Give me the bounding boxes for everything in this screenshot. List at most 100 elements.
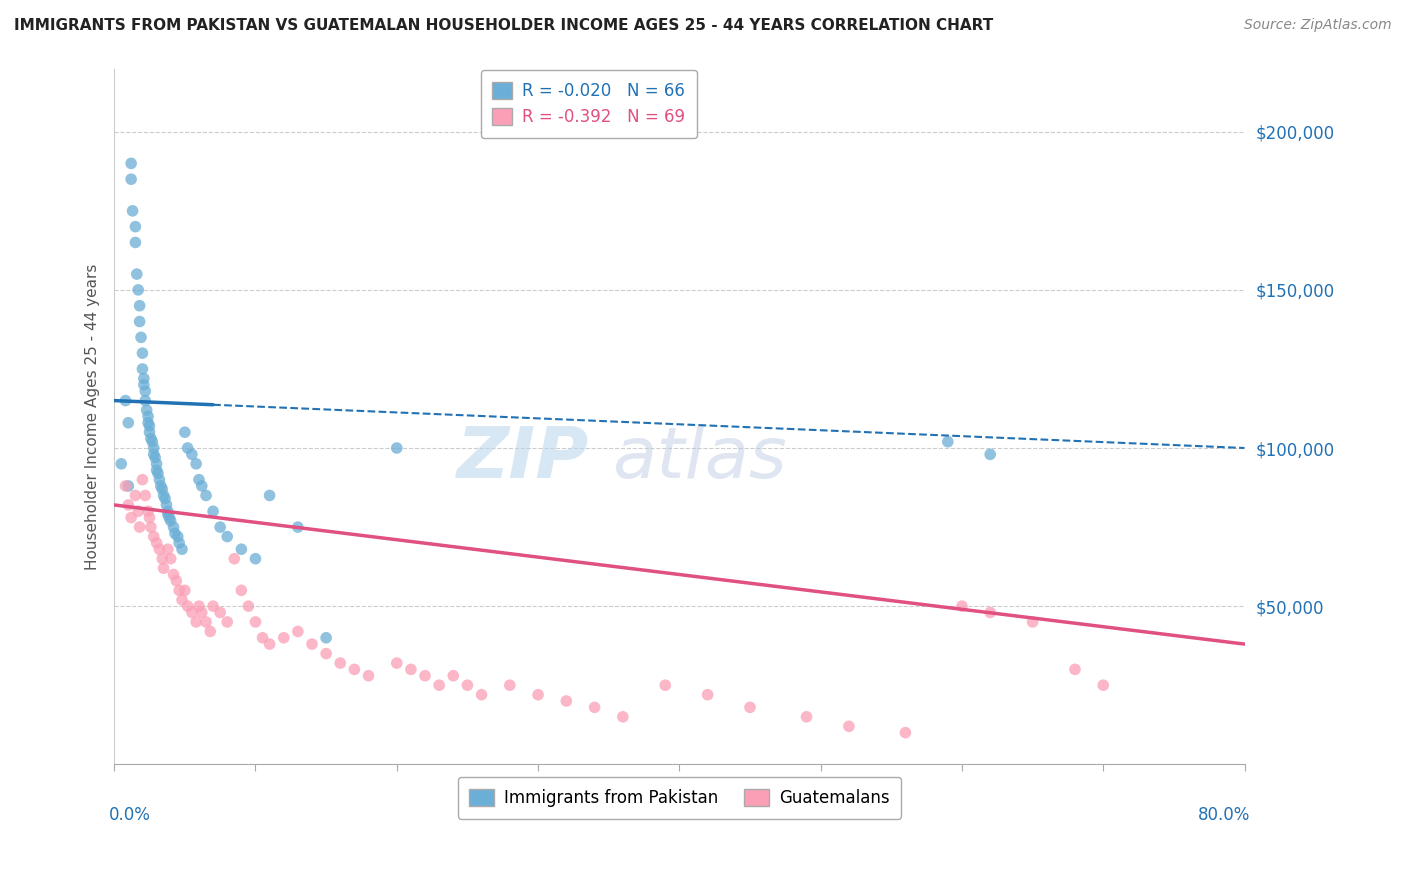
- Point: [124, 488, 146, 502]
- Point: [127, 283, 149, 297]
- Point: [162, 567, 184, 582]
- Point: [128, 520, 150, 534]
- Point: [148, 473, 170, 487]
- Point: [209, 520, 232, 534]
- Point: [654, 678, 676, 692]
- Text: 80.0%: 80.0%: [1198, 806, 1250, 824]
- Point: [170, 542, 193, 557]
- Point: [838, 719, 860, 733]
- Point: [114, 479, 136, 493]
- Point: [696, 688, 718, 702]
- Point: [238, 599, 260, 614]
- Point: [173, 425, 195, 440]
- Point: [176, 599, 198, 614]
- Point: [121, 203, 143, 218]
- Point: [131, 473, 153, 487]
- Point: [173, 583, 195, 598]
- Point: [150, 551, 173, 566]
- Point: [120, 510, 142, 524]
- Point: [148, 542, 170, 557]
- Point: [132, 377, 155, 392]
- Text: 0.0%: 0.0%: [108, 806, 150, 824]
- Text: ZIP: ZIP: [457, 424, 589, 492]
- Point: [136, 409, 159, 424]
- Point: [191, 479, 214, 493]
- Point: [120, 156, 142, 170]
- Point: [166, 530, 188, 544]
- Point: [287, 624, 309, 639]
- Point: [124, 219, 146, 234]
- Point: [188, 599, 211, 614]
- Point: [124, 235, 146, 250]
- Point: [150, 482, 173, 496]
- Text: atlas: atlas: [612, 424, 786, 492]
- Point: [950, 599, 973, 614]
- Point: [155, 498, 177, 512]
- Point: [195, 615, 218, 629]
- Point: [217, 530, 239, 544]
- Point: [273, 631, 295, 645]
- Point: [252, 631, 274, 645]
- Point: [125, 267, 148, 281]
- Point: [136, 416, 159, 430]
- Point: [202, 504, 225, 518]
- Point: [399, 662, 422, 676]
- Point: [145, 457, 167, 471]
- Point: [180, 447, 202, 461]
- Point: [157, 510, 180, 524]
- Point: [143, 450, 166, 465]
- Point: [301, 637, 323, 651]
- Point: [134, 393, 156, 408]
- Point: [456, 678, 478, 692]
- Point: [1021, 615, 1043, 629]
- Point: [583, 700, 606, 714]
- Point: [131, 346, 153, 360]
- Point: [117, 498, 139, 512]
- Point: [209, 606, 232, 620]
- Point: [110, 457, 132, 471]
- Y-axis label: Householder Income Ages 25 - 44 years: Householder Income Ages 25 - 44 years: [86, 263, 100, 570]
- Point: [117, 479, 139, 493]
- Point: [120, 172, 142, 186]
- Point: [138, 425, 160, 440]
- Point: [231, 542, 253, 557]
- Point: [117, 416, 139, 430]
- Point: [357, 669, 380, 683]
- Point: [176, 441, 198, 455]
- Point: [114, 393, 136, 408]
- Point: [139, 520, 162, 534]
- Point: [132, 371, 155, 385]
- Point: [499, 678, 522, 692]
- Point: [156, 542, 179, 557]
- Legend: Immigrants from Pakistan, Guatemalans: Immigrants from Pakistan, Guatemalans: [458, 777, 901, 819]
- Point: [1064, 662, 1087, 676]
- Point: [142, 530, 165, 544]
- Point: [231, 583, 253, 598]
- Point: [134, 488, 156, 502]
- Point: [527, 688, 550, 702]
- Point: [195, 488, 218, 502]
- Point: [186, 457, 208, 471]
- Point: [162, 520, 184, 534]
- Point: [159, 551, 181, 566]
- Point: [612, 710, 634, 724]
- Point: [385, 441, 408, 455]
- Point: [128, 299, 150, 313]
- Point: [796, 710, 818, 724]
- Point: [159, 514, 181, 528]
- Point: [180, 606, 202, 620]
- Point: [128, 314, 150, 328]
- Point: [427, 678, 450, 692]
- Point: [413, 669, 436, 683]
- Point: [186, 615, 208, 629]
- Point: [145, 536, 167, 550]
- Point: [329, 656, 352, 670]
- Point: [138, 418, 160, 433]
- Text: Source: ZipAtlas.com: Source: ZipAtlas.com: [1244, 18, 1392, 32]
- Point: [156, 504, 179, 518]
- Point: [152, 488, 174, 502]
- Point: [245, 551, 267, 566]
- Point: [167, 583, 190, 598]
- Point: [138, 510, 160, 524]
- Point: [145, 463, 167, 477]
